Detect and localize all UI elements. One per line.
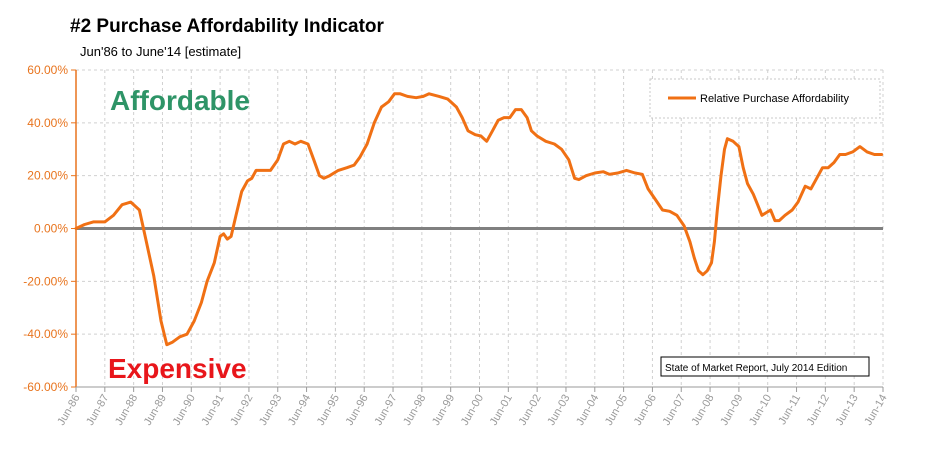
- legend: Relative Purchase Affordability: [649, 78, 881, 119]
- y-tick-label: 0.00%: [34, 222, 68, 236]
- source-note: State of Market Report, July 2014 Editio…: [660, 356, 870, 377]
- legend-box: [649, 78, 881, 119]
- chart-title: #2 Purchase Affordability Indicator: [70, 16, 385, 37]
- chart-subtitle: Jun'86 to June'14 [estimate]: [80, 44, 241, 59]
- source-note-text: State of Market Report, July 2014 Editio…: [665, 363, 847, 374]
- y-tick-label: -60.00%: [23, 380, 68, 394]
- legend-label: Relative Purchase Affordability: [700, 93, 849, 105]
- series-layer: [74, 92, 884, 347]
- y-tick-label: -40.00%: [23, 327, 68, 341]
- axes: [71, 69, 884, 392]
- y-tick-label: 60.00%: [27, 63, 68, 77]
- expensive-label: Expensive: [108, 353, 247, 384]
- source-note-box: [660, 356, 870, 377]
- series-line-relative-purchase-affordability: [74, 92, 884, 347]
- y-tick-labels: 60.00% 40.00% 20.00% 0.00% -20.00% -40.00% -60…: [23, 63, 68, 394]
- affordable-label: Affordable: [110, 85, 250, 116]
- y-tick-label: -20.00%: [23, 274, 68, 288]
- y-tick-label: 40.00%: [27, 116, 68, 130]
- y-tick-label: 20.00%: [27, 169, 68, 183]
